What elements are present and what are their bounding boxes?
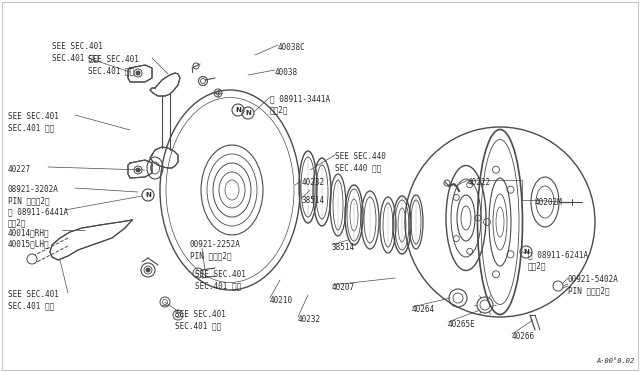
Text: SEE SEC.401
SEC.401 参照: SEE SEC.401 SEC.401 参照: [88, 55, 139, 76]
Circle shape: [146, 268, 150, 272]
Text: 40265E: 40265E: [448, 320, 476, 329]
Text: 40014（RH）
40015（LH）: 40014（RH） 40015（LH）: [8, 228, 50, 249]
Polygon shape: [150, 73, 180, 96]
Text: 40264: 40264: [412, 305, 435, 314]
Text: 00921-2252A
PIN ピン（2）: 00921-2252A PIN ピン（2）: [190, 240, 241, 261]
Text: SEE SEC.401
SEC.401 参照: SEE SEC.401 SEC.401 参照: [52, 42, 103, 63]
Text: Ⓝ 08911-6241A
　（2）: Ⓝ 08911-6241A （2）: [528, 250, 588, 271]
Text: 40210: 40210: [270, 296, 293, 305]
Circle shape: [136, 71, 140, 75]
Text: Ⓝ 08911-6441A
　（2）: Ⓝ 08911-6441A （2）: [8, 207, 68, 228]
Text: 38514: 38514: [332, 243, 355, 252]
Text: 40038C: 40038C: [278, 43, 306, 52]
Text: SEE SEC.401
SEC.401 参照: SEE SEC.401 SEC.401 参照: [8, 112, 59, 133]
Polygon shape: [50, 220, 132, 260]
Polygon shape: [128, 65, 152, 82]
Circle shape: [136, 168, 140, 172]
Text: SEE SEC.401
SEC.401 参照: SEE SEC.401 SEC.401 参照: [175, 310, 226, 331]
Text: 40038: 40038: [275, 68, 298, 77]
Text: A·00°0.02: A·00°0.02: [596, 358, 634, 364]
Text: N: N: [245, 110, 251, 116]
Text: 40232: 40232: [302, 178, 325, 187]
Text: 40222: 40222: [468, 178, 491, 187]
Polygon shape: [128, 160, 152, 178]
Text: N: N: [145, 192, 151, 198]
Text: SEE SEC.401
SEC.401 参照: SEE SEC.401 SEC.401 参照: [8, 290, 59, 311]
Text: 38514: 38514: [302, 196, 325, 205]
Text: 40266: 40266: [512, 332, 535, 341]
Text: 40202M: 40202M: [535, 198, 563, 207]
Text: SEE SEC.401
SEC.401 参照: SEE SEC.401 SEC.401 参照: [195, 270, 246, 291]
Text: SEE SEC.440
SEC.440 参照: SEE SEC.440 SEC.440 参照: [335, 152, 386, 173]
Text: 40227: 40227: [8, 165, 31, 174]
Text: 08921-3202A
PIN ピン（2）: 08921-3202A PIN ピン（2）: [8, 185, 59, 206]
Text: Ⓝ 08911-3441A
　（2）: Ⓝ 08911-3441A （2）: [270, 94, 330, 115]
Text: N: N: [235, 107, 241, 113]
Text: 00921-5402A
PIN ピン（2）: 00921-5402A PIN ピン（2）: [568, 275, 619, 296]
Text: N: N: [523, 249, 529, 255]
Text: 40207: 40207: [332, 283, 355, 292]
Text: 40232: 40232: [298, 315, 321, 324]
Polygon shape: [150, 147, 178, 168]
